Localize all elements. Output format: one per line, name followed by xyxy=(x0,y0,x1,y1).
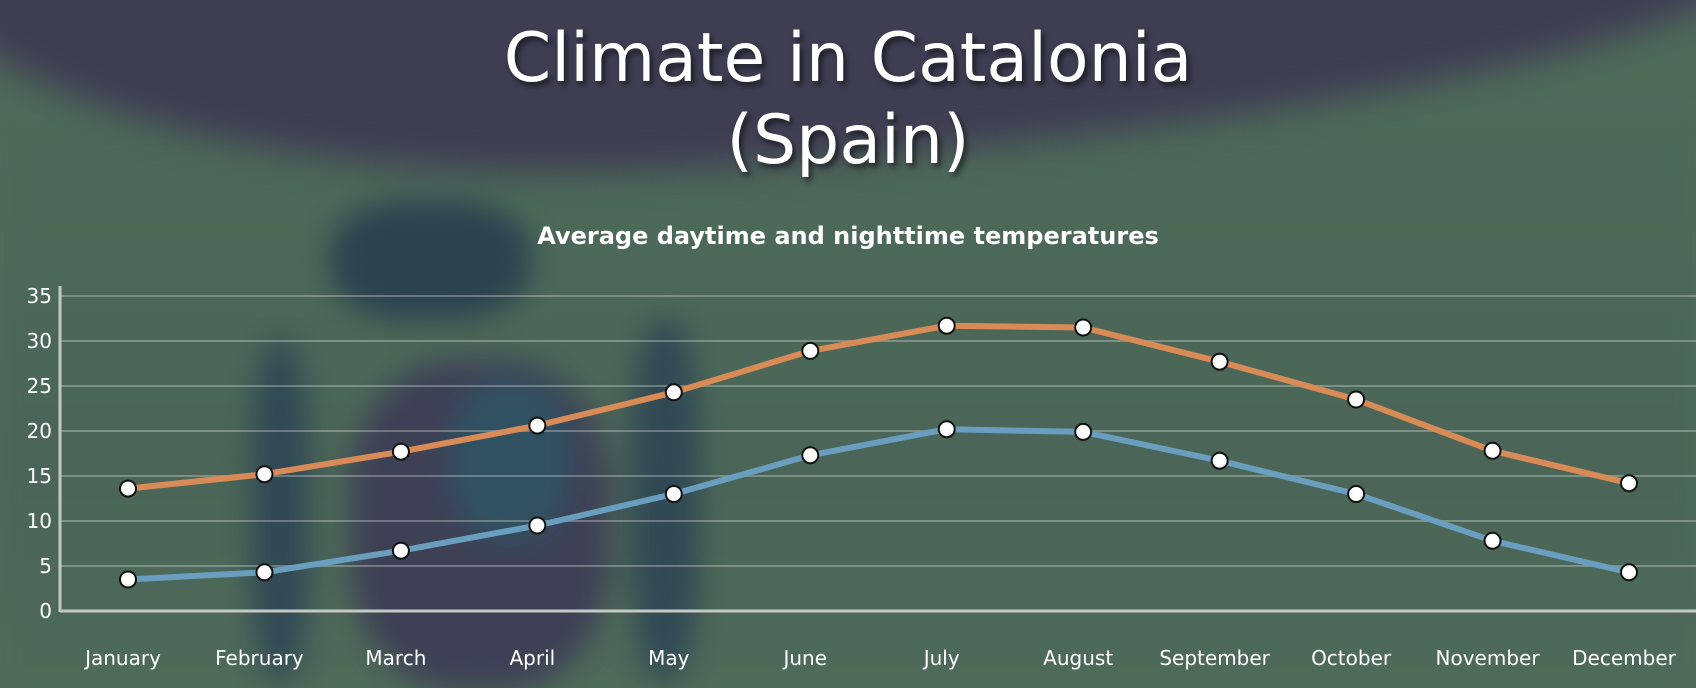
data-point-nighttime xyxy=(1347,485,1366,503)
data-point-nighttime xyxy=(119,570,137,589)
data-point-daytime xyxy=(1483,441,1502,460)
x-tick-label: November xyxy=(1436,646,1541,670)
data-point-daytime xyxy=(1210,352,1229,371)
x-tick-label: June xyxy=(781,646,827,670)
data-point-daytime xyxy=(528,416,547,435)
x-tick-labels: January February March April May June July Augu… xyxy=(83,646,1677,670)
title-line-2: (Spain) xyxy=(726,101,970,180)
series-lines xyxy=(127,322,1630,583)
data-point-daytime xyxy=(1347,390,1366,409)
data-point-daytime xyxy=(1074,318,1093,337)
x-tick-label: March xyxy=(365,646,426,670)
background-coat-of-arms xyxy=(230,200,770,688)
y-tick-label: 35 xyxy=(27,284,52,308)
data-point-nighttime xyxy=(937,420,956,439)
data-point-daytime xyxy=(1620,474,1638,493)
x-tick-label: September xyxy=(1159,646,1270,670)
y-tick-label: 25 xyxy=(27,374,52,398)
series-points xyxy=(119,316,1638,589)
y-tick-label: 15 xyxy=(27,464,52,488)
x-tick-label: May xyxy=(648,646,690,670)
title-line-1: Climate in Catalonia xyxy=(503,19,1193,98)
data-point-nighttime xyxy=(1210,451,1229,470)
y-tick-label: 0 xyxy=(39,599,52,623)
data-point-nighttime xyxy=(1620,563,1638,582)
y-tick-label: 5 xyxy=(39,554,52,578)
y-tick-label: 20 xyxy=(27,419,52,443)
data-point-daytime xyxy=(664,383,683,402)
data-point-nighttime xyxy=(528,516,547,535)
y-tick-label: 10 xyxy=(27,509,52,533)
data-point-daytime xyxy=(801,341,820,360)
data-point-daytime xyxy=(255,465,274,484)
data-point-nighttime xyxy=(801,446,820,465)
y-tick-label: 30 xyxy=(27,329,52,353)
x-tick-label: October xyxy=(1311,646,1392,670)
data-point-daytime xyxy=(937,316,956,335)
x-tick-label: August xyxy=(1043,646,1113,670)
chart-subtitle: Average daytime and nighttime temperatur… xyxy=(537,222,1159,250)
data-point-daytime xyxy=(119,479,137,498)
data-point-nighttime xyxy=(391,541,410,560)
x-tick-label: February xyxy=(215,646,304,670)
x-tick-label: July xyxy=(922,646,960,670)
data-point-nighttime xyxy=(1074,422,1093,441)
data-point-nighttime xyxy=(255,563,274,582)
data-point-nighttime xyxy=(1483,531,1502,550)
data-point-nighttime xyxy=(664,485,683,503)
x-tick-label: January xyxy=(83,646,161,670)
page-title: Climate in Catalonia (Spain) xyxy=(0,18,1696,182)
axes xyxy=(58,286,1696,613)
series-line-daytime xyxy=(127,322,1630,492)
x-tick-label: December xyxy=(1572,646,1676,670)
data-point-daytime xyxy=(391,442,410,461)
series-line-nighttime xyxy=(127,426,1630,583)
y-tick-labels: 0 5 10 15 20 25 30 35 xyxy=(27,284,52,623)
x-tick-label: April xyxy=(510,646,556,670)
